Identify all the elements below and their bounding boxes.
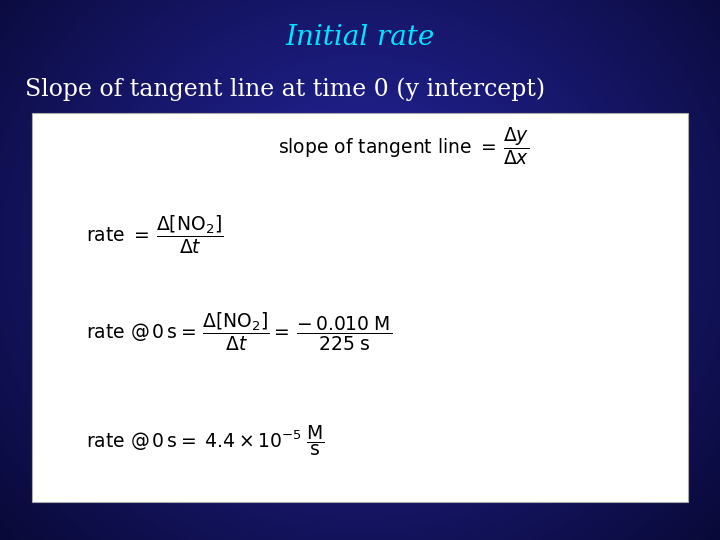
Text: rate $@ \, 0\,\mathrm{s} =\, \dfrac{\Delta[\mathrm{NO_2}]}{\Delta t} =\, \dfrac{: rate $@ \, 0\,\mathrm{s} =\, \dfrac{\Del…: [86, 311, 392, 353]
Text: Slope of tangent line at time 0 (y intercept): Slope of tangent line at time 0 (y inter…: [25, 77, 545, 101]
Text: slope of tangent line $=\,\dfrac{\Delta y}{\Delta x}$: slope of tangent line $=\,\dfrac{\Delta …: [278, 125, 528, 167]
FancyBboxPatch shape: [32, 113, 688, 502]
Text: rate $=\,\dfrac{\Delta[\mathrm{NO_2}]}{\Delta t}$: rate $=\,\dfrac{\Delta[\mathrm{NO_2}]}{\…: [86, 214, 224, 256]
Text: rate $@ \, 0\,\mathrm{s} =\; 4.4 \times 10^{-5}\; \dfrac{\mathrm{M}}{\mathrm{s}}: rate $@ \, 0\,\mathrm{s} =\; 4.4 \times …: [86, 423, 325, 457]
Text: Initial rate: Initial rate: [285, 24, 435, 51]
